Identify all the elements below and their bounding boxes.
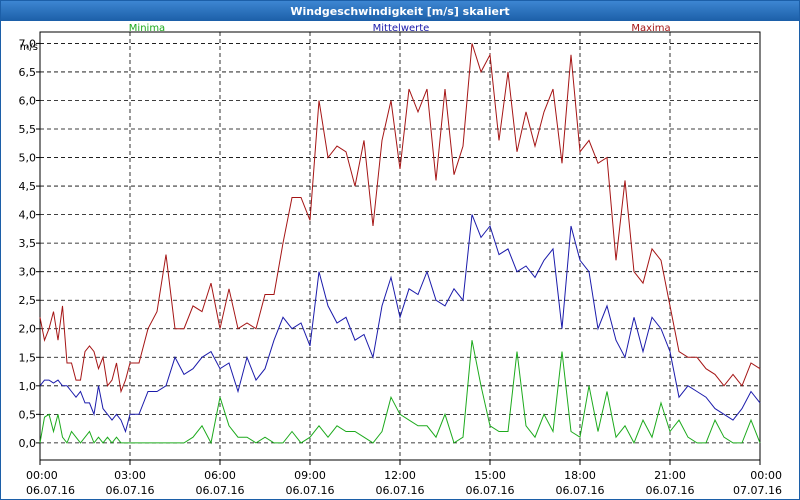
series-line-mittelwerte	[39, 214, 761, 434]
y-tick-label: 2,5	[19, 294, 37, 307]
x-tick-time-label: 12:00	[384, 469, 416, 482]
x-tick-date-label: 06.07.16	[26, 484, 75, 497]
y-tick-label: 6,5	[19, 66, 37, 79]
y-tick-label: 3,5	[19, 237, 37, 250]
y-tick-label: 1,0	[19, 380, 37, 393]
y-tick-label: 1,5	[19, 351, 37, 364]
y-tick-label: 6,0	[19, 94, 37, 107]
y-tick-label: 4,5	[19, 180, 37, 193]
y-tick-label: 7,0	[19, 37, 37, 50]
y-tick-label: 3,0	[19, 266, 37, 279]
grid-lines	[40, 32, 760, 460]
x-tick-time-label: 15:00	[474, 469, 506, 482]
y-tick-label: 5,0	[19, 152, 37, 165]
y-tick-label: 2,0	[19, 323, 37, 336]
y-axis-label: m/s	[20, 42, 38, 53]
x-tick-time-label: 09:00	[294, 469, 326, 482]
legend-mittelwerte: Mittelwerte	[373, 23, 430, 34]
series-lines	[39, 43, 761, 445]
x-tick-time-label: 06:00	[204, 469, 236, 482]
x-tick-date-label: 06.07.16	[196, 484, 245, 497]
y-tick-label: 0,0	[19, 437, 37, 450]
x-tick-date-label: 06.07.16	[106, 484, 155, 497]
y-axis: 0,0 0,5 1,0 1,5 2,0 2,5 3,0 3,5 4,0 4,5 5,0 5,5 6,0 6…	[19, 37, 40, 450]
x-tick-date-label: 06.07.16	[376, 484, 425, 497]
series-line-minima	[39, 340, 761, 445]
y-tick-label: 5,5	[19, 123, 37, 136]
x-tick-time-label: 21:00	[654, 469, 686, 482]
x-tick-date-label: 06.07.16	[556, 484, 605, 497]
legend: Minima Mittelwerte Maxima	[129, 23, 671, 34]
legend-maxima: Maxima	[631, 23, 670, 34]
x-tick-date-label: 06.07.16	[466, 484, 515, 497]
x-tick-time-label: 18:00	[564, 469, 596, 482]
series-line-maxima	[39, 43, 761, 394]
x-tick-time-label: 00:00	[750, 469, 782, 482]
x-tick-time-label: 00:00	[26, 469, 58, 482]
x-axis: 00:00 06.07.16 03:00 06.07.16 06:00 06.07.16 0…	[26, 460, 782, 497]
legend-minima: Minima	[129, 23, 165, 34]
x-tick-date-label: 07.07.16	[733, 484, 782, 497]
window-title: Windgeschwindigkeit [m/s] skaliert	[1, 1, 799, 21]
x-tick-time-label: 03:00	[114, 469, 146, 482]
y-tick-label: 0,5	[19, 408, 37, 421]
x-tick-date-label: 06.07.16	[286, 484, 335, 497]
x-tick-date-label: 06.07.16	[646, 484, 695, 497]
y-tick-label: 4,0	[19, 209, 37, 222]
